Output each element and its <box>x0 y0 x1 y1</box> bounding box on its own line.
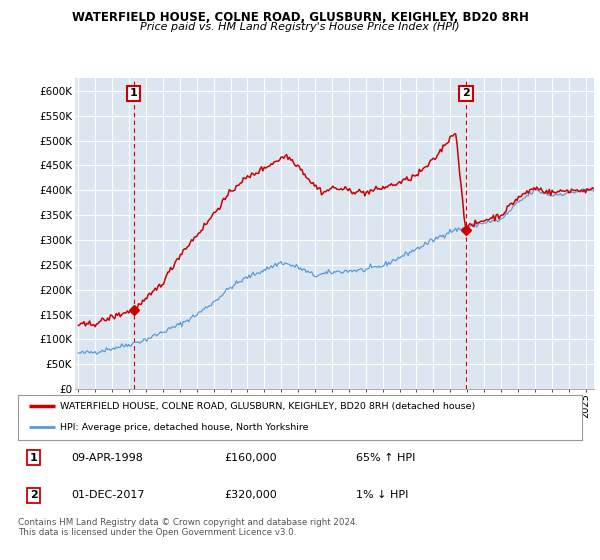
Text: £320,000: £320,000 <box>224 491 277 500</box>
Text: Contains HM Land Registry data © Crown copyright and database right 2024.
This d: Contains HM Land Registry data © Crown c… <box>18 518 358 538</box>
Text: 1% ↓ HPI: 1% ↓ HPI <box>356 491 409 500</box>
Text: 01-DEC-2017: 01-DEC-2017 <box>71 491 145 500</box>
Text: Price paid vs. HM Land Registry's House Price Index (HPI): Price paid vs. HM Land Registry's House … <box>140 22 460 32</box>
Text: 2: 2 <box>30 491 38 500</box>
Text: WATERFIELD HOUSE, COLNE ROAD, GLUSBURN, KEIGHLEY, BD20 8RH: WATERFIELD HOUSE, COLNE ROAD, GLUSBURN, … <box>71 11 529 24</box>
Text: 1: 1 <box>30 452 38 463</box>
Text: 65% ↑ HPI: 65% ↑ HPI <box>356 452 416 463</box>
Text: 2: 2 <box>462 88 470 99</box>
Text: £160,000: £160,000 <box>224 452 277 463</box>
Text: 09-APR-1998: 09-APR-1998 <box>71 452 143 463</box>
Text: HPI: Average price, detached house, North Yorkshire: HPI: Average price, detached house, Nort… <box>60 423 309 432</box>
Text: WATERFIELD HOUSE, COLNE ROAD, GLUSBURN, KEIGHLEY, BD20 8RH (detached house): WATERFIELD HOUSE, COLNE ROAD, GLUSBURN, … <box>60 403 476 412</box>
Text: 1: 1 <box>130 88 137 99</box>
